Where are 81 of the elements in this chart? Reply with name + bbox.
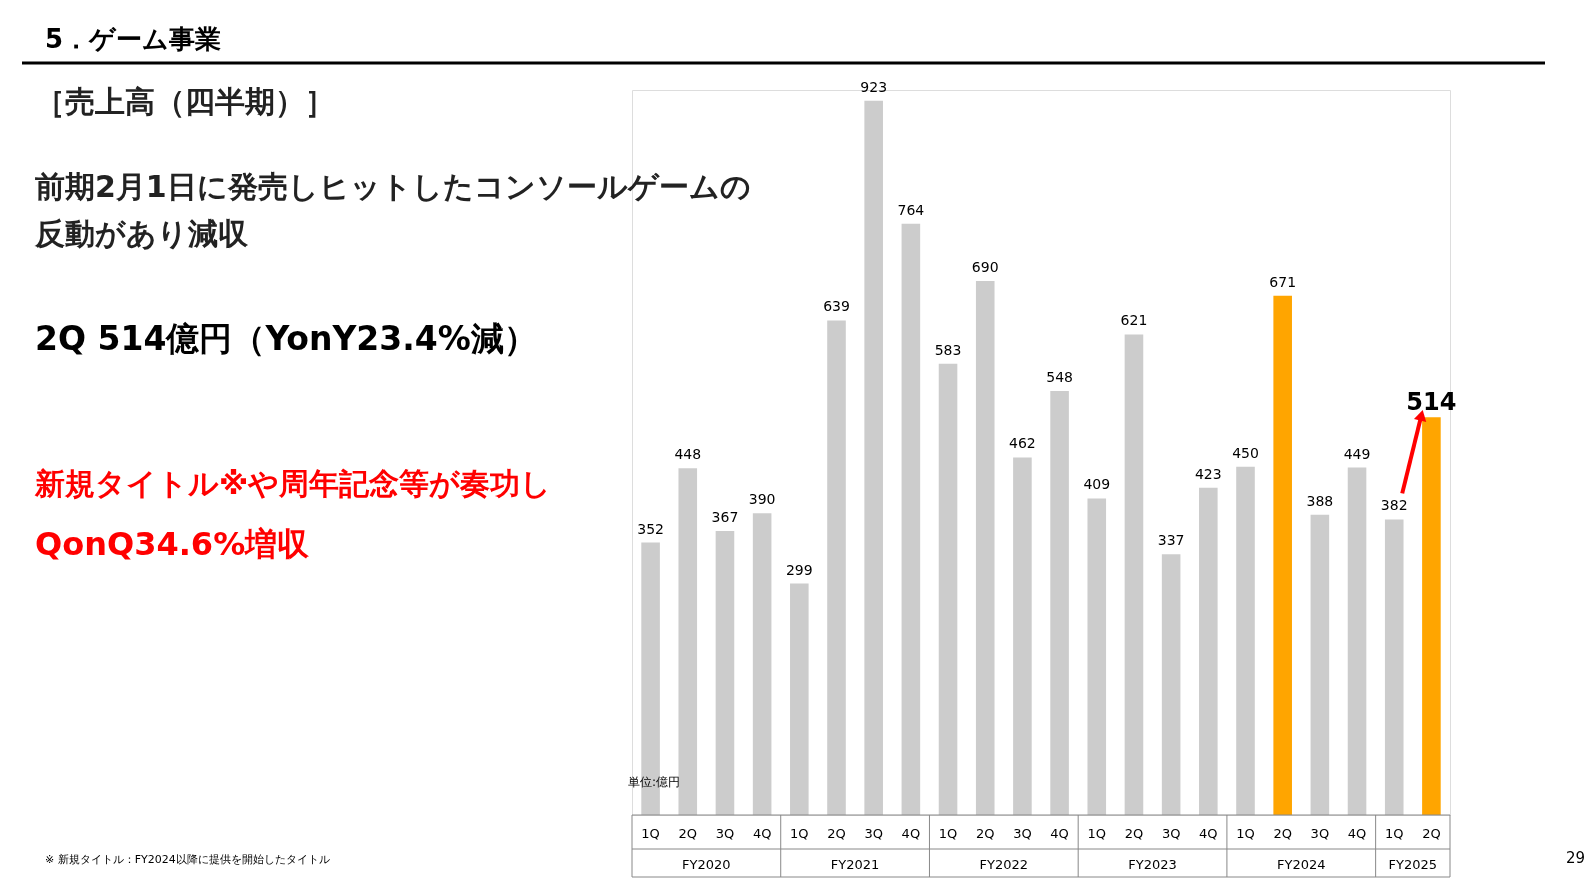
x-tick-label: 3Q xyxy=(864,826,883,841)
data-label: 409 xyxy=(1083,476,1111,493)
text: 反動があり減収 xyxy=(34,216,249,251)
x-tick-label: 3Q xyxy=(1310,826,1330,841)
x-tick-label: 3Q xyxy=(1013,826,1032,841)
text: 2Q 514億円（YonY23.4%減） xyxy=(35,319,537,358)
x-tick-label: 2Q xyxy=(678,826,698,841)
bar xyxy=(790,583,809,815)
bar xyxy=(715,530,735,815)
data-label: 764 xyxy=(897,201,925,218)
data-label: 299 xyxy=(785,561,813,578)
data-label: 548 xyxy=(1046,368,1073,385)
x-tick-label: 1Q xyxy=(1236,826,1255,841)
bar xyxy=(1310,514,1330,815)
text: ［売上高（四半期）］ xyxy=(35,84,335,119)
x-tick-label: 1Q xyxy=(1384,826,1404,841)
data-label: 462 xyxy=(1009,435,1036,452)
text: ※ 新規タイトル：FY2024以降に提供を開始したタイトル xyxy=(45,853,330,866)
data-label: 690 xyxy=(971,259,999,276)
annotation: 前期2月1日に発売しヒットしたコンソールゲームの xyxy=(35,169,751,204)
text: FY2021 xyxy=(830,857,880,872)
data-label: 639 xyxy=(823,298,850,315)
x-tick-label: 3Q xyxy=(1161,826,1181,841)
bar xyxy=(975,281,995,815)
x-tick-label: 4Q xyxy=(901,826,921,841)
text: FY2024 xyxy=(1277,857,1326,872)
data-label: 671 xyxy=(1269,273,1297,290)
x-tick-label: 4Q xyxy=(1050,826,1069,841)
bar xyxy=(1347,467,1367,815)
x-tick-label: 2Q xyxy=(1273,826,1292,841)
text: QonQ34.6%増収 xyxy=(35,525,311,563)
data-label: 423 xyxy=(1194,465,1222,482)
text: 29 xyxy=(1565,849,1585,867)
data-label: 337 xyxy=(1157,532,1185,549)
x-tick-label: 4Q xyxy=(1199,826,1218,841)
data-label: 450 xyxy=(1232,444,1259,461)
text: FY2022 xyxy=(979,857,1029,872)
text: FY2025 xyxy=(1388,857,1438,872)
data-label: 514 xyxy=(1406,388,1457,417)
bar xyxy=(1013,457,1032,815)
x-tick-label: 1Q xyxy=(641,826,660,841)
text: 5．ゲーム事業 xyxy=(45,24,222,54)
bar xyxy=(1422,417,1441,815)
data-label: 449 xyxy=(1343,445,1371,462)
bar xyxy=(1087,498,1107,815)
bar xyxy=(827,320,846,815)
data-label: 352 xyxy=(637,520,664,537)
bar xyxy=(1050,390,1069,815)
x-tick-label: 1Q xyxy=(938,826,958,841)
x-tick-label: 1Q xyxy=(790,826,809,841)
data-label: 382 xyxy=(1380,497,1408,514)
x-tick-label: 1Q xyxy=(1087,826,1107,841)
data-label: 448 xyxy=(674,446,702,463)
x-tick-label: 2Q xyxy=(975,826,995,841)
text: 新規タイトル※や周年記念等が奏功し xyxy=(34,466,552,501)
data-label: 367 xyxy=(711,508,739,525)
bar xyxy=(864,100,883,815)
x-tick-label: 2Q xyxy=(1124,826,1144,841)
x-tick-label: 2Q xyxy=(1422,826,1441,841)
x-tick-label: 4Q xyxy=(1347,826,1367,841)
data-label: 923 xyxy=(860,78,888,95)
annotation: 単位:億円 xyxy=(628,775,681,789)
text: FY2023 xyxy=(1128,857,1177,872)
x-tick-label: 4Q xyxy=(752,826,772,841)
text: FY2020 xyxy=(682,857,731,872)
bar xyxy=(1161,554,1181,815)
data-label: 388 xyxy=(1306,492,1334,509)
bar xyxy=(1236,466,1255,815)
bar xyxy=(1273,295,1292,815)
bar xyxy=(938,363,958,815)
data-label: 583 xyxy=(934,341,962,358)
bar xyxy=(1384,519,1404,815)
data-label: 390 xyxy=(748,491,776,508)
bar xyxy=(752,513,772,815)
x-tick-label: 3Q xyxy=(715,826,735,841)
data-label: 621 xyxy=(1120,312,1148,329)
bar xyxy=(1199,487,1218,815)
bar xyxy=(1124,334,1144,815)
bar xyxy=(678,468,698,815)
bar xyxy=(901,223,921,815)
x-tick-label: 2Q xyxy=(827,826,846,841)
